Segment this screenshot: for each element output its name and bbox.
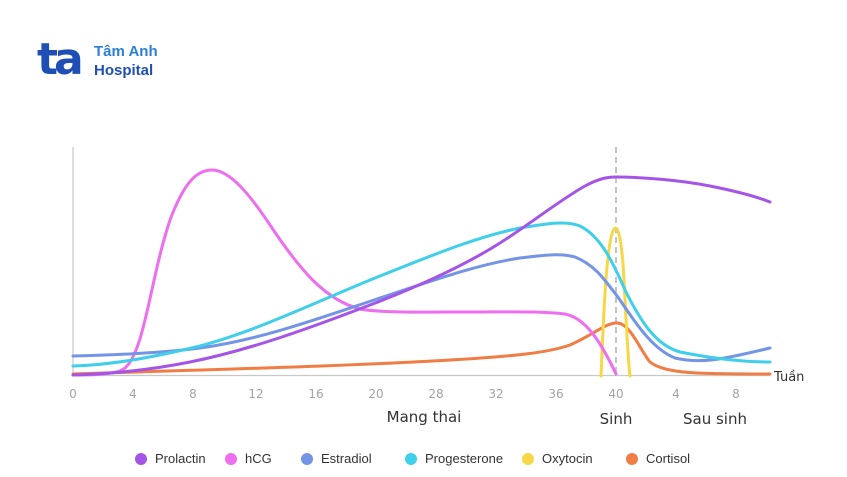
legend-label: Estradiol (321, 451, 372, 466)
legend-item-oxytocin: Oxytocin (522, 451, 626, 466)
x-axis-unit-label: Tuần (773, 370, 804, 385)
legend-label: Prolactin (155, 451, 206, 466)
legend-label: Cortisol (646, 451, 691, 466)
x-tick: 8 (189, 387, 197, 401)
x-tick: 8 (732, 387, 740, 401)
tam-anh-hospital-logo: ta Tâm Anh Hospital (37, 34, 177, 85)
legend-dot-icon (301, 452, 313, 465)
series-hcg (71, 168, 618, 377)
logo-text-hospital: Hospital (94, 62, 154, 79)
x-tick: 32 (488, 387, 503, 401)
legend-item-hcg: hCG (225, 451, 301, 466)
phase-label-postpartum: Sau sinh (683, 410, 747, 428)
phase-label-pregnancy: Mang thai (387, 408, 462, 426)
legend-item-estradiol: Estradiol (301, 451, 405, 466)
x-tick: 4 (672, 387, 680, 401)
x-tick: 20 (368, 387, 383, 401)
x-tick: 12 (248, 387, 263, 401)
legend-dot-icon (135, 452, 147, 465)
legend-dot-icon (405, 452, 417, 465)
x-tick: 4 (129, 387, 137, 401)
legend-dot-icon (522, 452, 534, 465)
x-tick: 0 (69, 387, 77, 401)
chart-legend: Prolactin hCG Estradiol Progesterone Oxy… (135, 451, 716, 466)
x-tick: 28 (428, 387, 443, 401)
legend-item-prolactin: Prolactin (135, 451, 225, 466)
series-cortisol (71, 321, 772, 376)
series-oxytocin (599, 226, 632, 378)
series-estradiol (71, 253, 772, 363)
series-progesterone (71, 221, 772, 368)
legend-dot-icon (626, 452, 638, 465)
legend-dot-icon (225, 452, 237, 465)
logo-mark: ta (37, 34, 84, 85)
logo-text-tam-anh: Tâm Anh (94, 43, 158, 60)
legend-item-cortisol: Cortisol (626, 451, 716, 466)
legend-label: hCG (245, 451, 272, 466)
phase-label-birth: Sinh (600, 410, 633, 428)
x-tick: 16 (308, 387, 323, 401)
series-prolactin (71, 175, 772, 377)
x-tick-labels: 0 4 8 12 16 20 28 32 36 40 4 8 (69, 387, 740, 401)
legend-label: Oxytocin (542, 451, 593, 466)
x-tick: 40 (608, 387, 623, 401)
legend-label: Progesterone (425, 451, 504, 466)
legend-item-progesterone: Progesterone (405, 451, 522, 466)
x-tick: 36 (548, 387, 563, 401)
